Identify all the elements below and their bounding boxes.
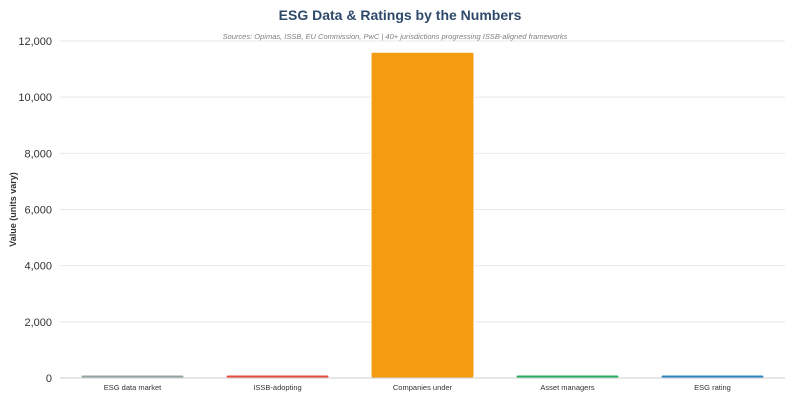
y-tick-label: 4,000 [24, 261, 52, 273]
y-tick-label: 8,000 [24, 148, 52, 160]
x-tick-label: Companies under [393, 383, 453, 392]
x-tick-label: ESG data market [104, 383, 162, 392]
y-axis-ticks: 0 2,000 4,000 6,000 8,000 10,000 12,000 [18, 36, 52, 385]
y-tick-label: 0 [46, 373, 52, 385]
x-tick-label: ESG rating [694, 383, 731, 392]
y-tick-label: 2,000 [24, 317, 52, 329]
chart-subtitle: Sources: Opimas, ISSB, EU Commission, Pw… [222, 32, 568, 41]
x-axis-labels: ESG data market ISSB-adopting Companies un… [104, 383, 731, 392]
y-tick-label: 6,000 [24, 205, 52, 217]
chart-title: ESG Data & Ratings by the Numbers [278, 7, 522, 23]
x-tick-label: ISSB-adopting [253, 383, 301, 392]
bars [80, 51, 765, 379]
y-tick-label: 12,000 [18, 36, 52, 48]
x-tick-label: Asset managers [540, 383, 594, 392]
y-axis-title: Value (units vary) [8, 172, 18, 247]
y-tick-label: 10,000 [18, 92, 52, 104]
bar [370, 51, 475, 379]
